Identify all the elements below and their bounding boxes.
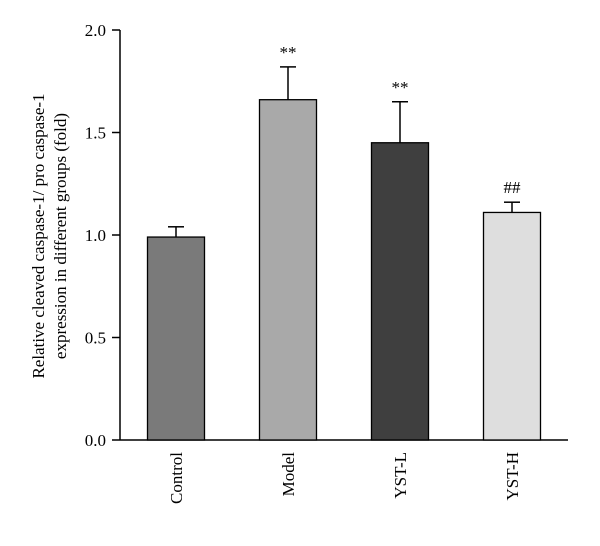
bar-control bbox=[146, 236, 206, 441]
y-tick-label: 2.0 bbox=[85, 21, 106, 40]
x-category-label: YST-H bbox=[503, 452, 522, 501]
bar-model bbox=[258, 99, 318, 441]
y-tick-label: 0.0 bbox=[85, 431, 106, 450]
bars bbox=[146, 66, 542, 441]
x-category-label: Model bbox=[279, 452, 298, 497]
x-category-label: YST-L bbox=[391, 452, 410, 499]
y-axis-title-line-2: expression in different groups (fold) bbox=[51, 113, 70, 359]
significance-label: ** bbox=[280, 43, 297, 62]
bar-yst-l bbox=[370, 142, 430, 441]
y-axis-title-line-1: Relative cleaved caspase-1/ pro caspase-… bbox=[29, 93, 48, 378]
significance-label: ** bbox=[392, 78, 409, 97]
x-category-label: Control bbox=[167, 452, 186, 504]
y-tick-label: 1.5 bbox=[85, 124, 106, 143]
y-axis-title: Relative cleaved caspase-1/ pro caspase-… bbox=[29, 93, 70, 378]
y-tick-label: 0.5 bbox=[85, 329, 106, 348]
labels: Control ** Model ** YST-L ## YST-H bbox=[167, 43, 522, 504]
y-tick-label: 1.0 bbox=[85, 226, 106, 245]
significance-label: ## bbox=[504, 178, 522, 197]
bar-yst-h bbox=[482, 211, 542, 441]
